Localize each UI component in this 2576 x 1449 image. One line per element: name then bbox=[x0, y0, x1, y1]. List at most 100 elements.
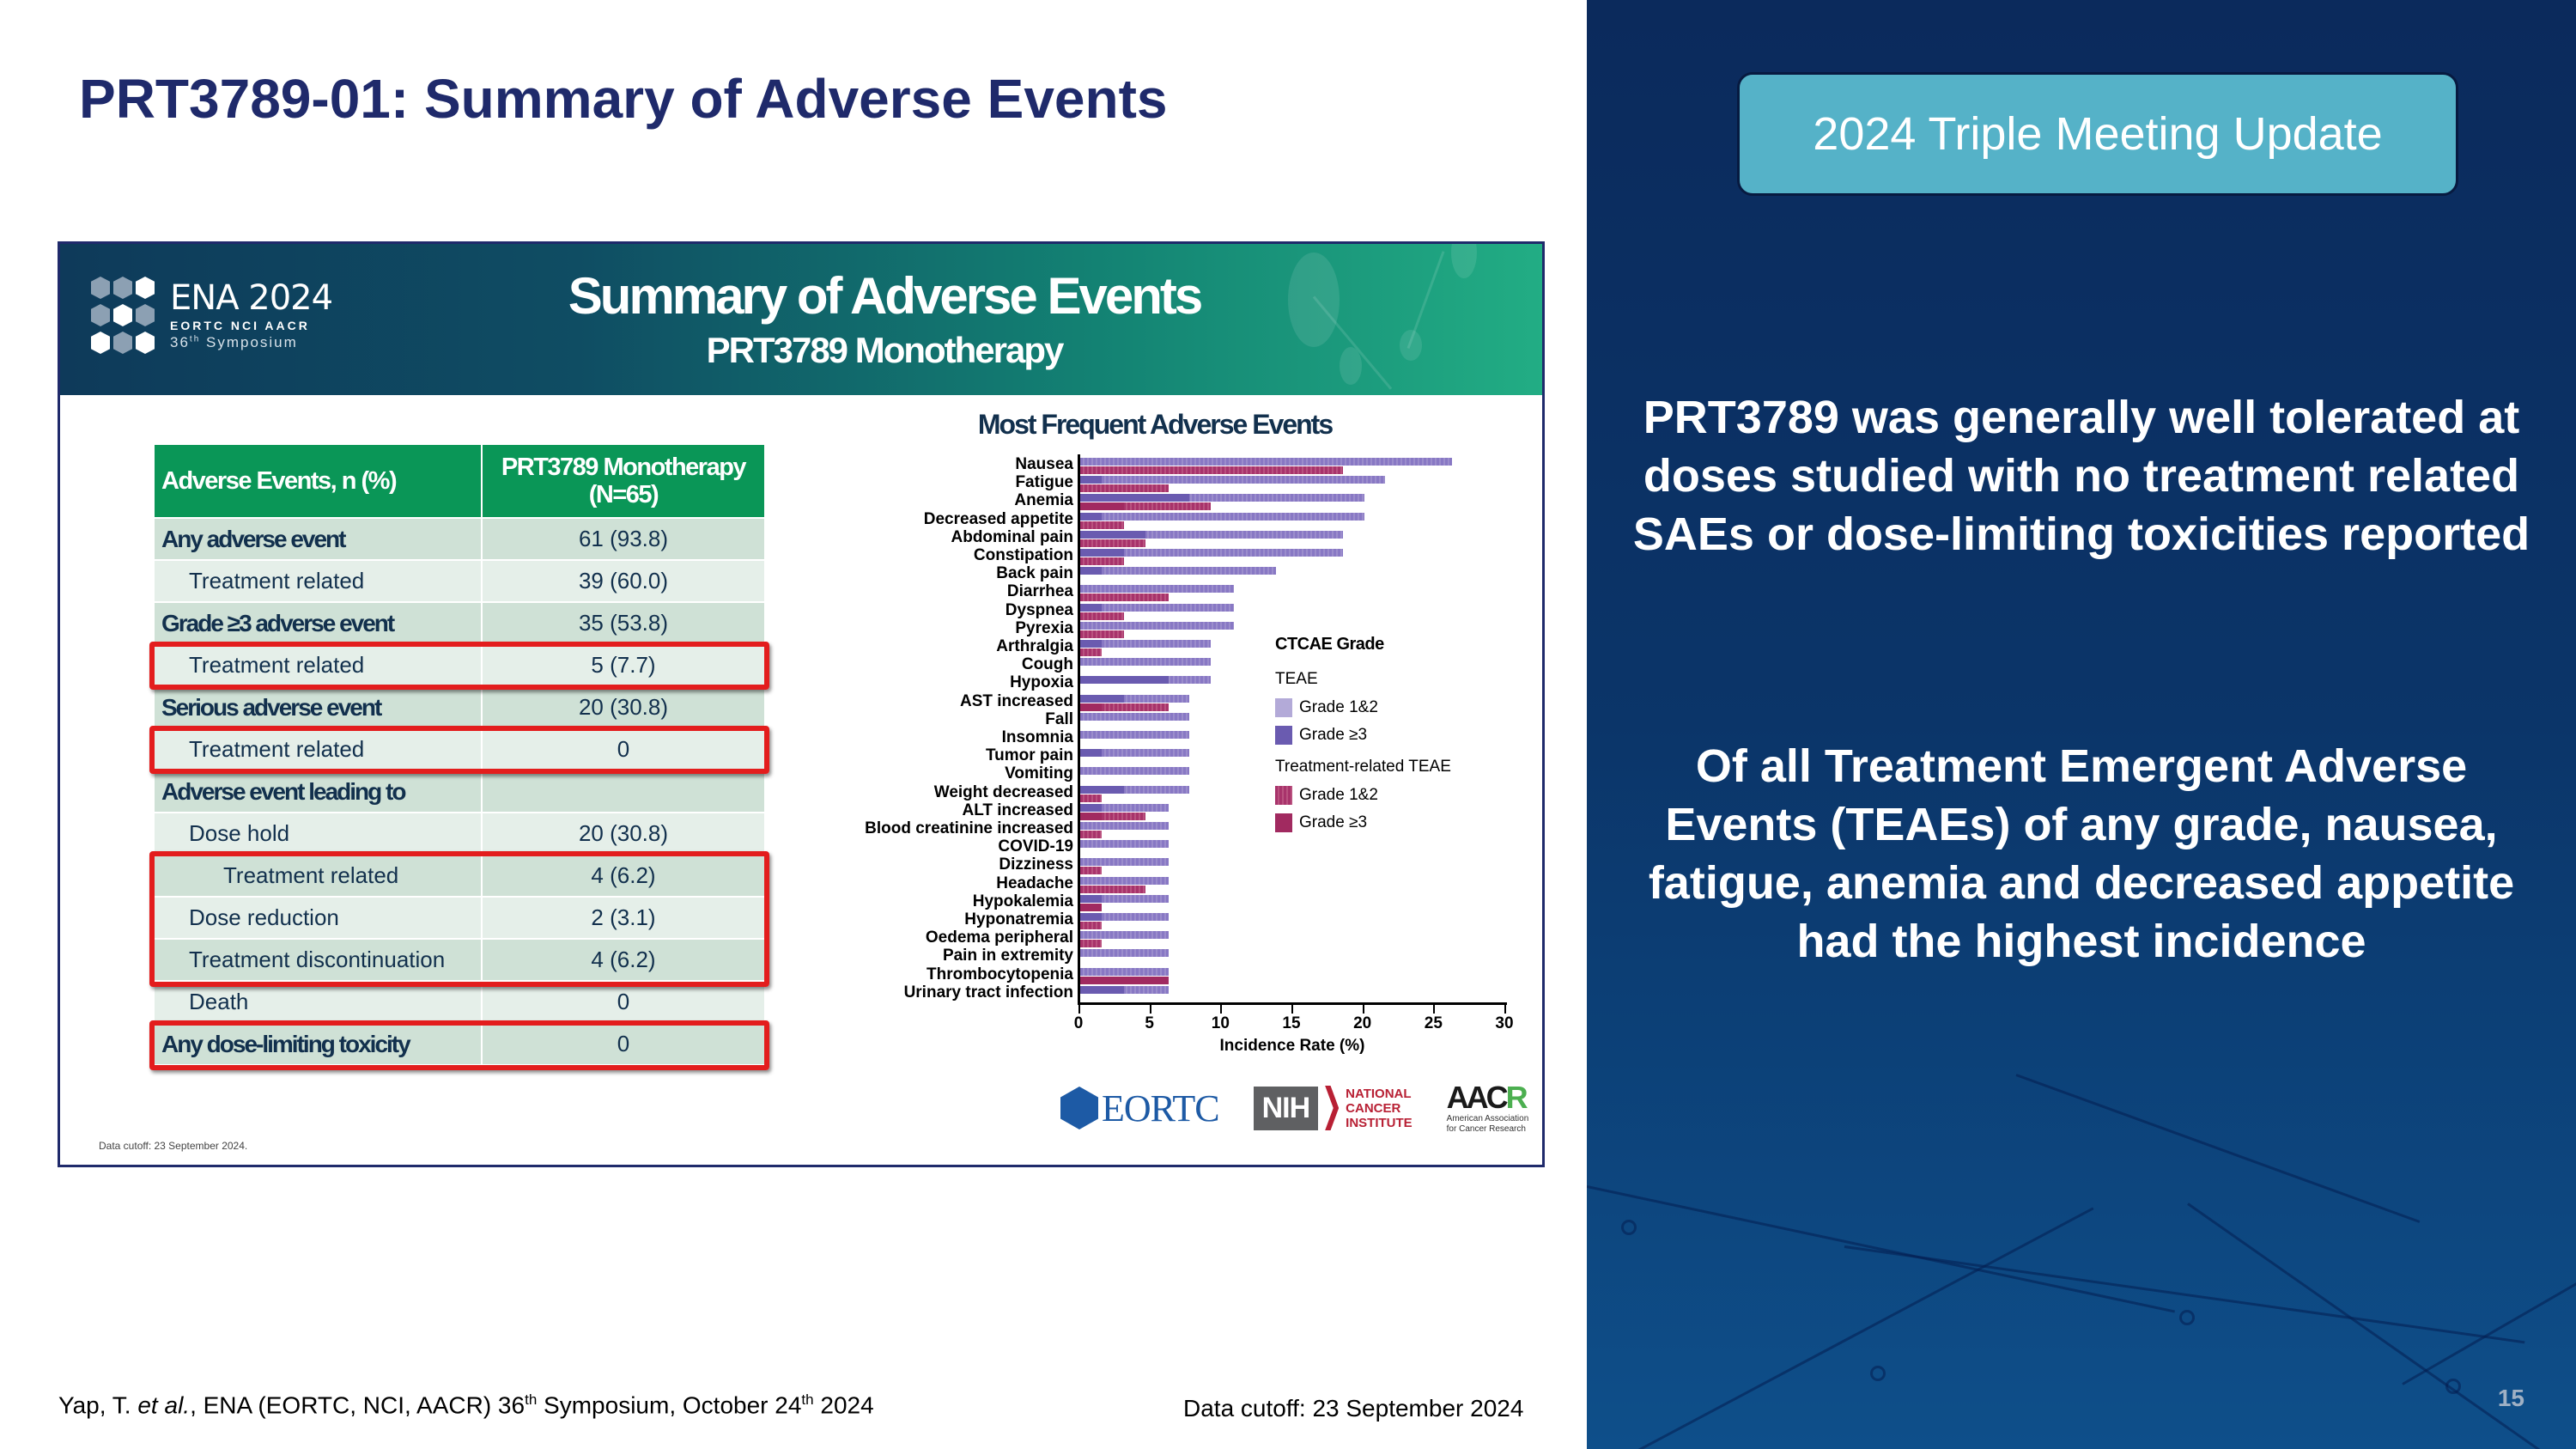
bar-treatment-related-grade3 bbox=[1080, 976, 1169, 984]
bar-teae bbox=[1080, 894, 1169, 903]
category-label: Pain in extremity bbox=[942, 947, 1073, 965]
bar-teae bbox=[1080, 494, 1364, 502]
category-label: Headache bbox=[996, 874, 1073, 892]
table-row: Serious adverse event 20 (30.8) bbox=[153, 685, 766, 729]
category-label: Fall bbox=[1045, 709, 1073, 728]
x-tick bbox=[1291, 1005, 1293, 1014]
chart-title: Most Frequent Adverse Events bbox=[977, 409, 1334, 440]
key-finding-tolerability: PRT3789 was generally well tolerated at … bbox=[1632, 392, 2530, 560]
bar-teae bbox=[1080, 603, 1234, 612]
chart-legend: CTCAE Grade TEAE Grade 1&2 Grade ≥3 Trea… bbox=[1275, 635, 1451, 837]
bar-teae-grade3 bbox=[1080, 494, 1190, 502]
table-row: Any adverse event 61 (93.8) bbox=[153, 517, 766, 561]
hexagon-logo-icon bbox=[91, 277, 155, 354]
x-tick bbox=[1078, 1005, 1080, 1014]
poster-title: Summary of Adverse Events bbox=[568, 267, 1203, 325]
bar-treatment-related bbox=[1080, 794, 1102, 802]
bar-teae bbox=[1080, 458, 1453, 466]
category-label: Dizziness bbox=[999, 855, 1073, 874]
table-row: Treatment related 0 bbox=[153, 728, 766, 771]
bar-treatment-related bbox=[1080, 812, 1146, 820]
legend-item-teae-grade12: Grade 1&2 bbox=[1275, 694, 1451, 721]
y-axis bbox=[1078, 454, 1080, 1004]
category-label: ALT increased bbox=[962, 801, 1073, 819]
bar-treatment-related bbox=[1080, 703, 1169, 711]
bar-teae bbox=[1080, 858, 1169, 867]
bar-treatment-related bbox=[1080, 867, 1102, 875]
slide-title: PRT3789-01: Summary of Adverse Events bbox=[79, 68, 1168, 130]
slide-number: 15 bbox=[2497, 1385, 2524, 1411]
bar-teae bbox=[1080, 549, 1343, 557]
eortc-logo: EORTC bbox=[1060, 1087, 1220, 1130]
poster-footnote: Data cutoff: 23 September 2024. bbox=[99, 1140, 248, 1152]
bar-teae-grade3 bbox=[1080, 512, 1102, 521]
bar-teae bbox=[1080, 967, 1169, 976]
bar-teae bbox=[1080, 640, 1212, 648]
category-label: Hypokalemia bbox=[972, 892, 1073, 910]
bar-teae-grade3 bbox=[1080, 894, 1102, 903]
meeting-update-badge: 2024 Triple Meeting Update bbox=[1737, 72, 2458, 196]
table-row: Any dose-limiting toxicity 0 bbox=[153, 1022, 766, 1066]
bar-treatment-related bbox=[1080, 630, 1125, 638]
category-label: Back pain bbox=[996, 564, 1073, 583]
bar-teae bbox=[1080, 512, 1364, 521]
category-label: Decreased appetite bbox=[923, 509, 1073, 528]
legend-group-teae: TEAE bbox=[1275, 670, 1318, 688]
category-label: Thrombocytopenia bbox=[926, 965, 1073, 983]
chart-plot-area: Incidence Rate (%) 0 5 10 15 20 25 30 bbox=[1074, 454, 1514, 1055]
bar-treatment-related-grade3 bbox=[1080, 812, 1102, 820]
bar-teae bbox=[1080, 567, 1277, 575]
x-tick bbox=[1149, 1005, 1151, 1014]
nci-logo: NIH NATIONAL CANCER INSTITUTE bbox=[1253, 1086, 1413, 1130]
poster-header: ENA 2024 EORTC NCI AACR 36th Symposium S… bbox=[60, 244, 1542, 395]
bar-treatment-related bbox=[1080, 648, 1102, 656]
category-label: Cough bbox=[1021, 655, 1073, 674]
bar-teae bbox=[1080, 822, 1169, 830]
table-row: Treatment related 4 (6.2) bbox=[153, 854, 766, 898]
x-tick-label: 10 bbox=[1211, 1014, 1230, 1032]
bar-teae-grade3 bbox=[1080, 476, 1102, 484]
column-header-events: Adverse Events, n (%) bbox=[153, 443, 483, 519]
category-label: Insomnia bbox=[1001, 728, 1073, 746]
bar-treatment-related bbox=[1080, 521, 1125, 529]
category-label: Urinary tract infection bbox=[903, 983, 1073, 1002]
category-label: Dyspnea bbox=[1005, 600, 1073, 619]
x-tick bbox=[1433, 1005, 1436, 1014]
bar-teae bbox=[1080, 530, 1343, 539]
bar-teae bbox=[1080, 658, 1212, 667]
table-row: Adverse event leading to bbox=[153, 770, 766, 813]
bar-teae bbox=[1080, 767, 1190, 776]
bar-treatment-related-grade3 bbox=[1080, 502, 1125, 511]
category-label: COVID-19 bbox=[998, 837, 1073, 856]
bar-teae bbox=[1080, 731, 1190, 739]
table-row: Treatment discontinuation 4 (6.2) bbox=[153, 938, 766, 982]
bar-treatment-related bbox=[1080, 557, 1125, 565]
legend-item-tr-grade3: Grade ≥3 bbox=[1275, 809, 1451, 837]
bar-teae bbox=[1080, 931, 1169, 940]
bar-teae bbox=[1080, 585, 1234, 594]
column-header-monotherapy: PRT3789 Monotherapy (N=65) bbox=[481, 443, 766, 519]
bar-teae bbox=[1080, 694, 1190, 703]
table-header-row: Adverse Events, n (%) PRT3789 Monotherap… bbox=[153, 443, 766, 519]
bar-teae-grade3 bbox=[1080, 985, 1125, 994]
ena-logo: ENA 2024 EORTC NCI AACR 36th Symposium bbox=[91, 277, 333, 354]
bar-treatment-related bbox=[1080, 484, 1169, 493]
legend-group-treatment-related: Treatment-related TEAE bbox=[1275, 758, 1451, 776]
legend-item-teae-grade3: Grade ≥3 bbox=[1275, 721, 1451, 749]
bar-teae-grade3 bbox=[1080, 694, 1125, 703]
table-row: Dose reduction 2 (3.1) bbox=[153, 896, 766, 940]
bar-teae-grade3 bbox=[1080, 803, 1102, 812]
bar-teae bbox=[1080, 621, 1234, 630]
table-row: Death 0 bbox=[153, 980, 766, 1024]
ena-orgs: EORTC NCI AACR bbox=[170, 319, 310, 332]
category-label: Anemia bbox=[1014, 491, 1073, 510]
bar-teae bbox=[1080, 785, 1190, 794]
bar-teae bbox=[1080, 876, 1169, 885]
category-label: Hypoxia bbox=[1010, 673, 1073, 692]
bar-teae-grade3 bbox=[1080, 640, 1102, 648]
bar-treatment-related bbox=[1080, 885, 1146, 893]
right-panel: 2024 Triple Meeting Update PRT3789 was g… bbox=[1587, 0, 2576, 1449]
sponsor-logos: EORTC NIH NATIONAL CANCER INSTITUTE AACR A… bbox=[1060, 1081, 1528, 1135]
bar-teae bbox=[1080, 712, 1190, 721]
category-label: Fatigue bbox=[1015, 473, 1073, 492]
